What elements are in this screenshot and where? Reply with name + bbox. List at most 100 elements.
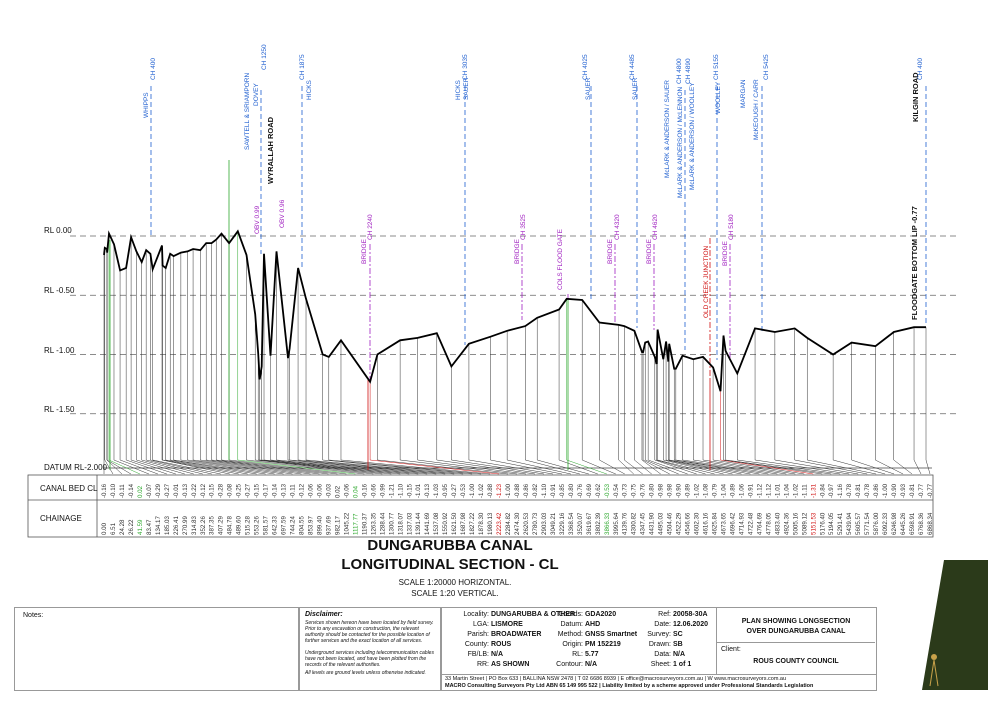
bed-level-value: -0.78 [846,483,853,498]
datum-label: Datum: [560,621,583,628]
drop-line [152,269,221,475]
bed-level-value: -0.91 [550,483,557,498]
bed-level-value: -1.31 [810,483,817,498]
drop-line [774,331,859,475]
bed-level-value: -0.77 [918,483,925,498]
drop-line [130,237,176,475]
ref-label: Ref: [658,611,671,618]
drop-line [725,350,832,475]
annotation-tag: CH 5180 [728,214,735,240]
bed-level-value: -1.11 [801,484,808,498]
drop-line [289,348,446,475]
chainage-value: 4714.93 [738,512,745,535]
annotation-tag: CH 400 [150,58,157,80]
chainage-value: 5194.05 [828,512,835,535]
chainage-value: 6868.34 [927,512,934,535]
annotation-tag: CH 5425 [763,54,770,80]
drop-line [270,355,419,475]
disclaimer-item-2: Underground services including telecommu… [305,650,434,668]
bed-level-value: -0.88 [514,483,521,498]
chainage-value: 2780.73 [532,512,539,535]
chainage-value: 4431.90 [649,512,656,535]
chainage-value: 41.59 [137,519,144,535]
bed-level-value: -0.27 [164,483,171,498]
chainage-value: 3995.64 [613,512,620,535]
chainage-value: 1045.22 [343,512,350,535]
notes-box: Notes: [14,607,300,691]
bed-level-value: -0.07 [146,483,153,498]
chainage-value: 2474.30 [514,512,521,535]
drop-line [369,381,500,475]
chainage-value: 1117.77 [352,513,359,535]
datum-value: AHD [584,621,601,628]
chainage-value: 5089.12 [801,512,808,535]
annotation-tag: CH 1875 [299,54,306,80]
drop-line [161,245,230,475]
bed-level-value: -0.15 [254,483,261,498]
scale-vertical: SCALE 1:20 VERTICAL. [411,589,499,598]
bed-level-value: -1.12 [756,483,763,498]
drop-line [506,330,571,475]
chainage-value: 5151.53 [810,512,817,535]
chainage-value: 226.41 [173,516,180,535]
bed-level-value: -0.14 [272,483,279,498]
drop-line [246,254,365,475]
bed-level-value: -0.13 [182,483,189,498]
bed-level-value: -1.12 [765,483,772,498]
brand-subtitle: Land and Engineering Surveyors [910,586,917,688]
drop-line [417,337,527,475]
contour-label: Contour: [556,661,583,668]
bed-row-label: CANAL BED CL [40,484,98,493]
bed-level-value: 0.02 [334,485,341,498]
chainage-value: 1878.30 [478,512,485,535]
ref-value: 20058-30A [672,611,708,618]
county-value: ROUS [490,641,512,648]
drop-line [737,373,841,475]
survey-value: SC [672,631,683,638]
annotation-tag: BRIDGE [722,240,729,266]
chainage-value: 4522.29 [676,512,683,535]
date-label: Date: [654,621,671,628]
annotation-tag: McLARK & ANDERSON / SAUER [664,80,671,178]
method-label: Method: [557,631,583,638]
chainage-value: 4673.65 [721,512,728,535]
chainage-value: 185.03 [164,516,171,535]
data-label: Data: [654,651,671,658]
bed-level-value: -1.21 [388,483,395,498]
bed-level-value: -0.86 [523,483,530,498]
value-table-frame [27,474,934,538]
bed-level-value: -0.93 [900,483,907,498]
chainage-value: 6445.26 [900,512,907,535]
chainage-value: 1687.98 [460,512,467,535]
chainage-value: 804.55 [299,516,306,535]
drop-line [377,354,509,475]
drop-line [806,337,877,475]
bed-level-value: -0.06 [343,483,350,498]
footer-company: MACRO Consulting Surveyors Pty Ltd ABN 6… [445,683,814,689]
chainage-value: 5605.57 [855,512,862,535]
chainage-value: 4546.66 [685,512,692,535]
drop-line [221,233,338,475]
bed-level-value: -0.15 [406,483,413,498]
chainage-value: 3368.54 [568,512,575,535]
drop-line [169,253,257,475]
drop-line [108,233,141,475]
bed-level-value: -0.12 [200,483,207,498]
chainage-value: 1550.92 [442,512,449,535]
bed-level-value: -0.90 [676,483,683,498]
chainage-value: 1263.35 [370,512,377,535]
chainage-value: 3802.39 [595,512,602,535]
annotation-tag: CH 4485 [629,54,636,80]
bed-level-value: -1.02 [694,483,701,498]
chainage-value: 4778.05 [765,512,772,535]
drop-line [644,342,679,475]
annotation-tag: COLS FLOOD GATE [557,228,564,290]
chainage-value: 1827.22 [469,512,476,535]
annotation-tag: SAUER [463,77,470,100]
origin-value: PM 152219 [584,641,621,648]
chainage-value: 3049.21 [550,512,557,535]
chainage-value: 937.69 [325,516,332,535]
datum-label-1: RL -0.50 [44,286,75,295]
bed-level-value: -0.11 [290,484,297,498]
